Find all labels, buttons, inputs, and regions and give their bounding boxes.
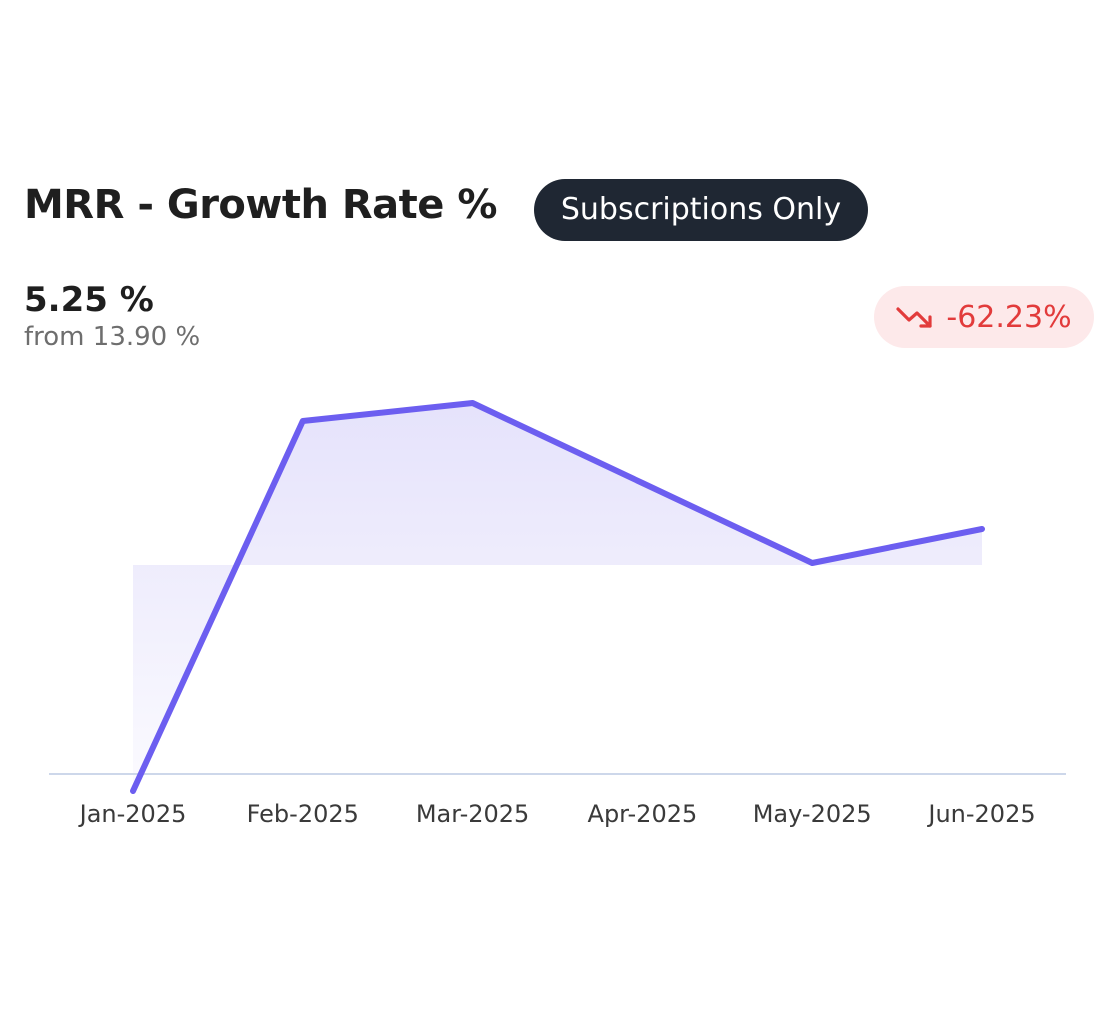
x-tick-label: May-2025 xyxy=(753,800,872,828)
data-point-feb-2025[interactable] xyxy=(295,413,311,429)
data-point-mar-2025[interactable] xyxy=(465,395,481,411)
change-badge: -62.23% xyxy=(874,286,1094,348)
x-tick-label: Jan-2025 xyxy=(78,800,187,828)
x-tick-label: Mar-2025 xyxy=(416,800,529,828)
x-tick-label: Apr-2025 xyxy=(588,800,698,828)
data-point-jun-2025[interactable] xyxy=(974,521,990,537)
chart-title: MRR - Growth Rate % xyxy=(24,182,497,228)
x-tick-label: Feb-2025 xyxy=(247,800,359,828)
change-percent: -62.23% xyxy=(946,299,1072,335)
trending-down-icon xyxy=(896,303,936,331)
data-point-apr-2025[interactable] xyxy=(634,475,650,491)
series-line xyxy=(130,400,985,794)
subscriptions-only-badge[interactable]: Subscriptions Only xyxy=(534,179,868,241)
series-area-fill xyxy=(133,403,982,791)
current-value: 5.25 % xyxy=(24,280,154,320)
data-point-may-2025[interactable] xyxy=(804,555,820,571)
data-point-jan-2025[interactable] xyxy=(125,783,141,799)
x-tick-label: Jun-2025 xyxy=(926,800,1035,828)
previous-value: from 13.90 % xyxy=(24,322,201,352)
